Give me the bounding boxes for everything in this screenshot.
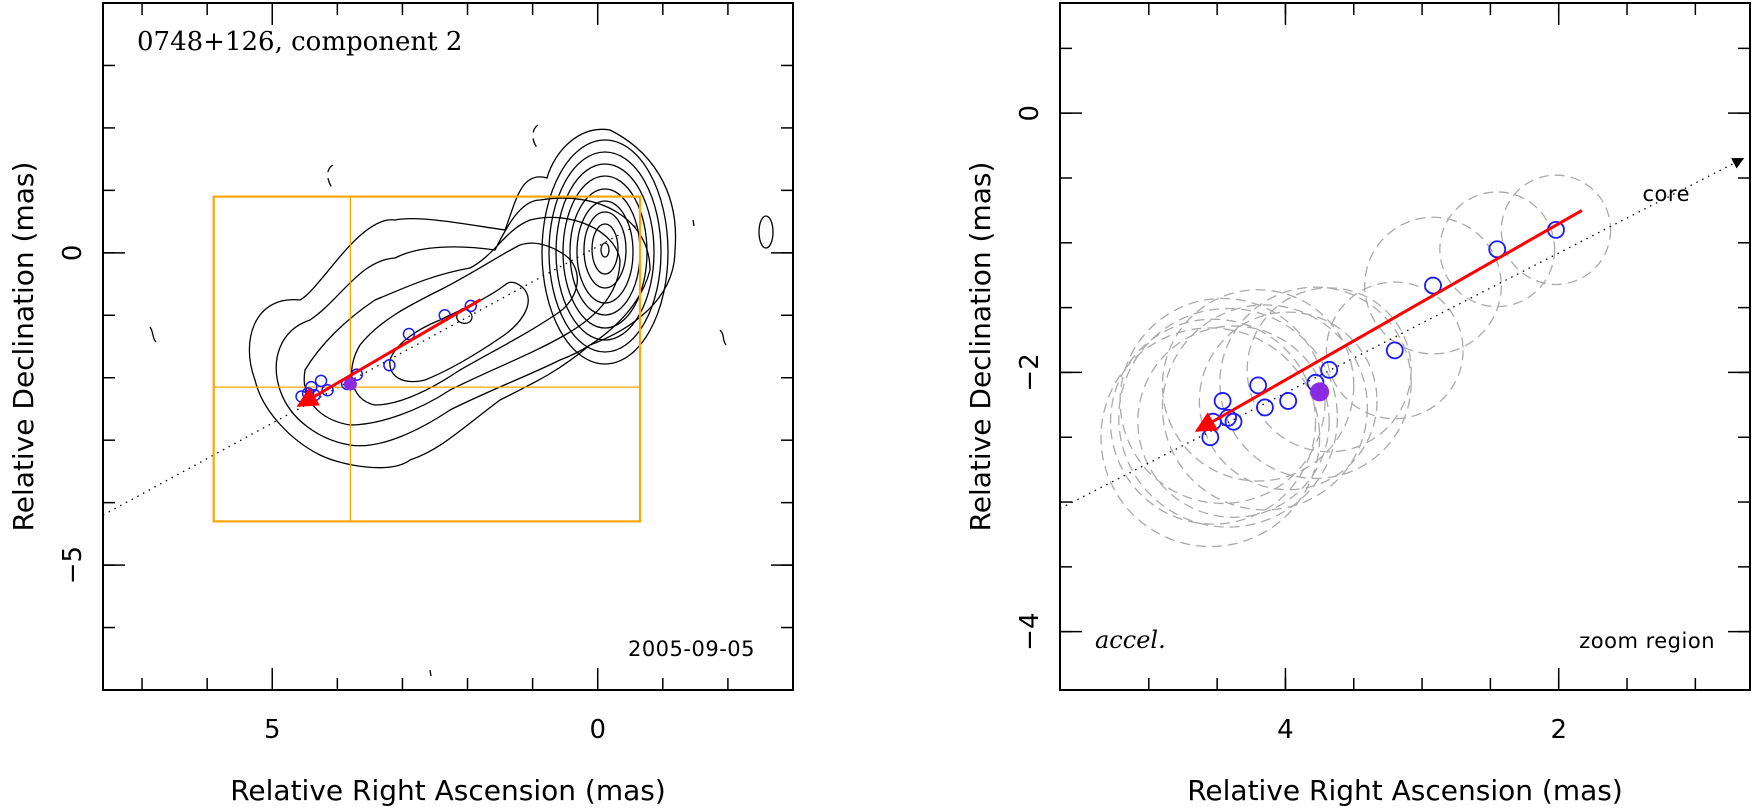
component-size-circle xyxy=(1198,311,1378,491)
component-size-circle xyxy=(1109,318,1317,525)
component-point xyxy=(464,299,478,313)
velocity-vector xyxy=(1194,209,1583,433)
component-point xyxy=(321,383,334,397)
y-tick-label: −4 xyxy=(1015,613,1045,651)
component-size-circle xyxy=(1137,325,1330,518)
noise-contour xyxy=(429,669,432,677)
component-point xyxy=(1213,392,1232,410)
y-tick-label: 0 xyxy=(58,245,88,262)
zoom-region-box xyxy=(212,195,642,523)
right-panel: 4 2 0 −2 −4 core accel. zoom region Relative… xyxy=(964,2,1751,807)
source-title: 0748+126, component 2 xyxy=(137,27,462,57)
jet-contour xyxy=(248,128,677,469)
component-size-circles xyxy=(1100,174,1612,548)
accel-label: accel. xyxy=(1095,626,1166,654)
core-contour xyxy=(591,223,619,275)
plot-frame xyxy=(102,2,794,691)
core-contour xyxy=(541,139,669,365)
noise-contour xyxy=(692,219,695,227)
component-point xyxy=(1201,428,1220,447)
zoom-box-outline xyxy=(212,195,642,523)
core-direction-line xyxy=(103,221,644,516)
core-contour xyxy=(600,242,610,258)
component-size-circle xyxy=(1118,307,1339,528)
core-contours xyxy=(541,139,669,365)
velocity-vector xyxy=(296,298,482,408)
y-tick-label: 0 xyxy=(1015,105,1045,122)
component-point xyxy=(1279,392,1298,410)
component-size-circle xyxy=(1325,281,1464,420)
x-tick-label: 2 xyxy=(1550,715,1567,745)
component-point xyxy=(314,374,328,388)
x-axis-label: Relative Right Ascension (mas) xyxy=(1187,774,1623,807)
jet-contour xyxy=(350,242,578,406)
noise-contour xyxy=(532,124,541,151)
component-point xyxy=(1424,276,1442,295)
component-size-circle xyxy=(1219,286,1412,480)
x-tick-label: 4 xyxy=(1277,715,1294,745)
component-size-circle xyxy=(1161,304,1369,511)
component-point xyxy=(1320,360,1339,379)
core-contour xyxy=(562,175,648,329)
x-tick-label: 0 xyxy=(589,715,606,745)
contour-map xyxy=(149,124,774,677)
x-axis-label: Relative Right Ascension (mas) xyxy=(230,774,666,807)
noise-contour xyxy=(149,326,157,343)
core-direction-line xyxy=(1059,157,1745,510)
component-point xyxy=(1224,412,1243,431)
y-axis-label: Relative Declination (mas) xyxy=(964,162,997,532)
core-contour xyxy=(569,188,641,316)
component-point xyxy=(1249,376,1268,395)
epoch-label: 2005-09-05 xyxy=(628,637,755,661)
noise-contour xyxy=(758,215,774,249)
component-size-circle xyxy=(1439,191,1556,308)
y-tick-label: −2 xyxy=(1015,353,1045,391)
component-point xyxy=(1256,398,1274,417)
noise-contour xyxy=(719,329,727,346)
filled-component-point xyxy=(343,377,357,391)
jet-contour xyxy=(303,216,621,426)
x-tick-label: 5 xyxy=(264,715,281,745)
plot-frame xyxy=(1059,2,1751,691)
component-points xyxy=(1201,220,1565,447)
core-contour xyxy=(583,211,627,289)
component-size-circle xyxy=(1500,174,1612,286)
core-contour xyxy=(555,163,655,341)
jet-contour xyxy=(389,281,529,383)
left-panel: 5 0 0 −5 0748+126, component 2 2005-09-05 R… xyxy=(7,2,794,807)
core-contour xyxy=(548,151,662,353)
component-size-circle xyxy=(1364,216,1502,355)
component-size-circle xyxy=(1100,327,1321,548)
component-size-circle xyxy=(1246,287,1412,453)
axis-ticks: 4 2 0 −2 −4 xyxy=(1015,3,1750,745)
component-point xyxy=(383,358,396,372)
component-point xyxy=(1385,341,1404,360)
axis-ticks: 5 0 0 −5 xyxy=(58,3,793,745)
component-size-circle xyxy=(1161,289,1355,482)
core-label: core xyxy=(1643,182,1691,206)
y-tick-label: −5 xyxy=(58,546,88,584)
filled-component-point xyxy=(1310,382,1330,402)
component-size-circle xyxy=(1119,297,1326,505)
component-point xyxy=(402,327,416,341)
noise-contour xyxy=(326,164,334,189)
y-axis-label: Relative Declination (mas) xyxy=(7,162,40,532)
zoom-region-label: zoom region xyxy=(1579,629,1715,653)
